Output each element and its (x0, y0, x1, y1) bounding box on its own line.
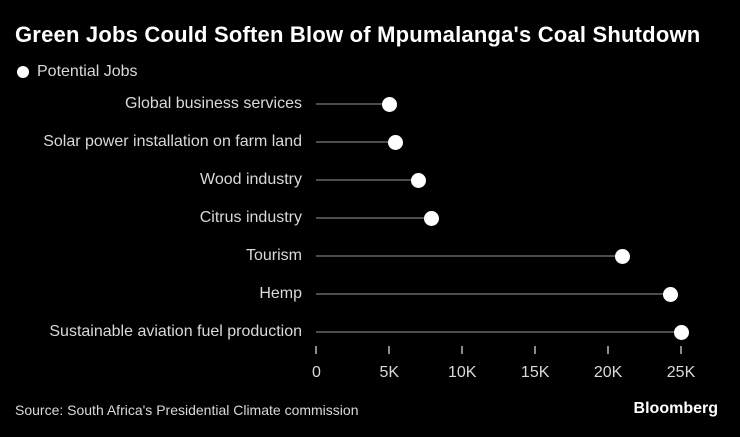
lollipop-line (316, 255, 623, 257)
category-label: Tourism (245, 247, 302, 264)
chart-row: Hemp (0, 275, 740, 313)
source-note: Source: South Africa's Presidential Clim… (15, 402, 359, 418)
lollipop-line (316, 141, 396, 143)
data-point-dot (424, 210, 440, 226)
category-label: Wood industry (200, 171, 302, 188)
data-point-dot (387, 134, 403, 150)
x-axis-tick-label: 5K (379, 364, 400, 381)
lollipop-line (316, 103, 390, 105)
data-point-dot (615, 248, 631, 264)
x-axis-tick-label: 15K (520, 364, 550, 381)
bloomberg-logo: Bloomberg (633, 400, 718, 417)
x-axis-tick-label: 20K (593, 364, 623, 381)
chart-row: Tourism (0, 237, 740, 275)
chart-title: Green Jobs Could Soften Blow of Mpumalan… (15, 22, 701, 47)
x-axis-tick (461, 346, 464, 354)
legend-dot-icon (17, 66, 29, 78)
category-label: Hemp (259, 285, 302, 302)
x-axis-tick (388, 346, 391, 354)
lollipop-line (316, 217, 432, 219)
legend-label: Potential Jobs (37, 63, 138, 80)
category-label: Sustainable aviation fuel production (49, 323, 302, 340)
lollipop-line (316, 331, 681, 333)
category-label: Solar power installation on farm land (43, 133, 302, 150)
data-point-dot (381, 96, 397, 112)
x-axis-tick-label: 0 (311, 364, 321, 381)
x-axis-tick (607, 346, 610, 354)
legend: Potential Jobs (17, 63, 138, 81)
x-axis-tick (534, 346, 537, 354)
data-point-dot (673, 324, 689, 340)
chart-row: Wood industry (0, 161, 740, 199)
x-axis-tick (315, 346, 318, 354)
x-axis-tick-label: 25K (666, 364, 696, 381)
lollipop-line (316, 293, 671, 295)
category-label: Citrus industry (199, 209, 302, 226)
chart-row: Solar power installation on farm land (0, 123, 740, 161)
x-axis-tick-label: 10K (448, 364, 477, 381)
category-label: Global business services (125, 95, 302, 112)
x-axis-tick (680, 346, 682, 354)
data-point-dot (410, 172, 426, 188)
chart-row: Global business services (0, 85, 740, 123)
lollipop-line (316, 179, 419, 181)
chart-row: Sustainable aviation fuel production (0, 313, 740, 351)
chart-row: Citrus industry (0, 199, 740, 237)
data-point-dot (663, 286, 679, 302)
